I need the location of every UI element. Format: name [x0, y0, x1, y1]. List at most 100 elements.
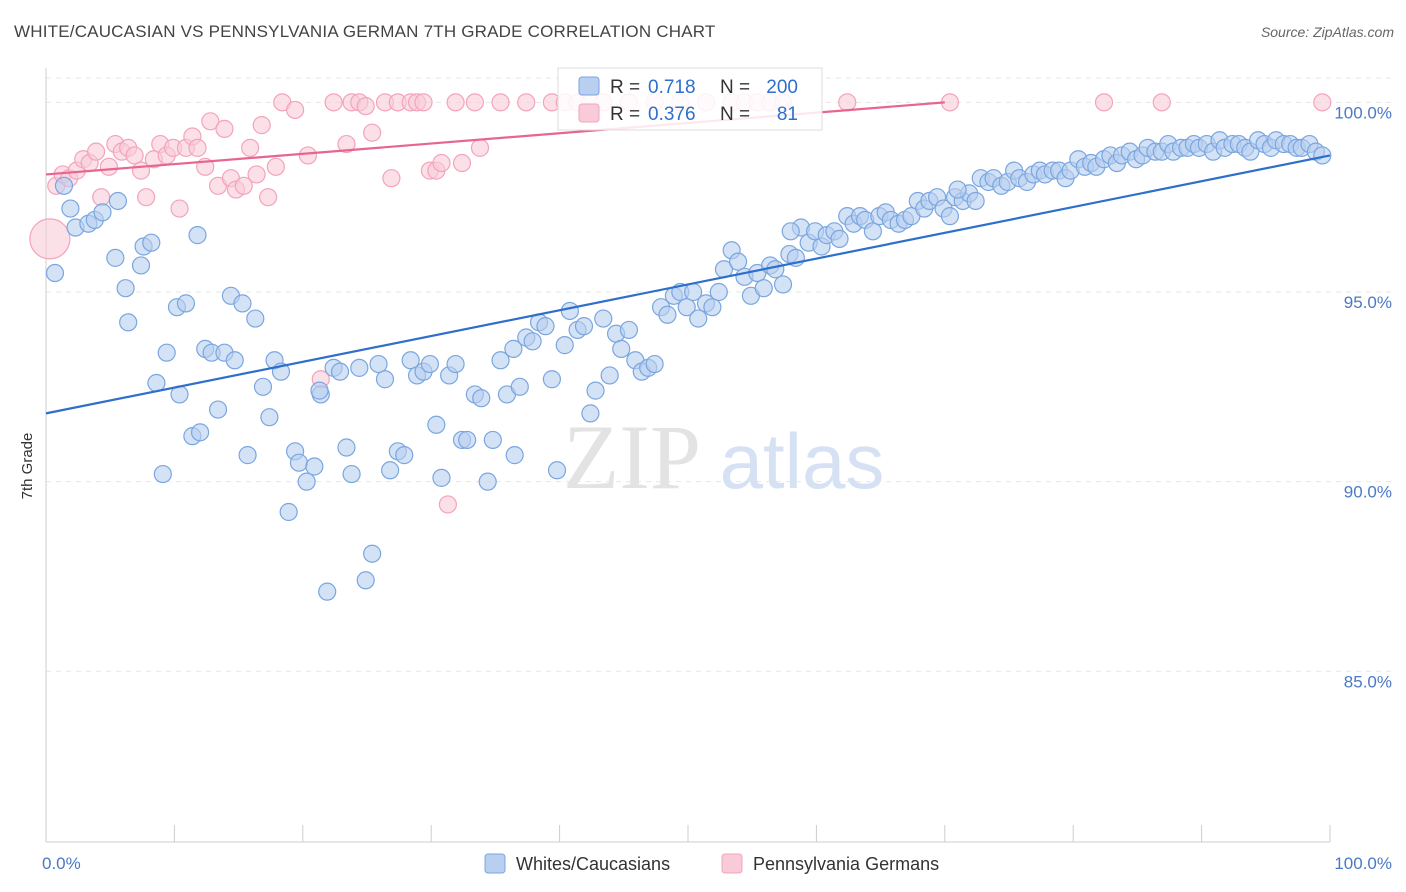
data-point-whites — [420, 354, 440, 374]
data-point-pa-germans — [1152, 93, 1171, 112]
data-point-whites — [45, 263, 65, 283]
data-point-pa-germans — [1094, 93, 1114, 112]
data-point-whites — [342, 464, 361, 484]
watermark: ZIP atlas — [563, 406, 884, 508]
data-point-whites — [432, 468, 451, 487]
data-point-whites — [547, 461, 567, 480]
data-point-pa-germans — [491, 93, 510, 112]
data-point-whites — [863, 222, 882, 241]
y-tick-label: 90.0% — [1344, 483, 1392, 502]
data-point-whites — [966, 191, 985, 211]
x-tick-label: 0.0% — [42, 854, 81, 873]
data-point-whites — [225, 351, 244, 370]
data-point-whites — [594, 309, 613, 328]
data-point-whites — [510, 377, 529, 396]
data-point-whites — [305, 457, 324, 476]
data-point-whites — [208, 400, 228, 419]
y-tick-label: 85.0% — [1344, 672, 1392, 691]
legend-swatch-whites — [484, 853, 506, 874]
data-point-pa-germans — [432, 153, 451, 173]
data-point-whites — [395, 446, 414, 465]
data-point-pa-germans — [266, 157, 285, 176]
data-point-whites — [427, 415, 446, 434]
data-point-whites — [330, 362, 350, 381]
data-point-whites — [246, 309, 265, 328]
data-point-whites — [689, 309, 708, 328]
data-point-whites — [645, 354, 664, 374]
legend-swatch-pa-germans — [721, 853, 743, 874]
stats-box: R = 0.718 N = 200 R = 0.376 N = 81 — [557, 67, 823, 131]
data-point-whites — [542, 370, 561, 389]
data-point-whites — [773, 275, 793, 294]
data-point-pa-germans — [446, 93, 465, 112]
data-point-pa-germans — [252, 116, 271, 135]
grid-lines — [46, 77, 1394, 672]
data-point-whites — [458, 430, 477, 450]
x-tick-label: 100.0% — [1334, 854, 1392, 873]
data-point-whites — [401, 351, 420, 370]
data-point-pa-germans — [382, 169, 401, 188]
data-point-pa-germans — [324, 93, 343, 112]
data-point-pa-germans — [99, 157, 119, 176]
data-point-pa-germans — [414, 93, 433, 112]
stats-n-value-pa-germans: 81 — [777, 104, 798, 125]
data-point-whites — [574, 317, 594, 336]
data-point-whites — [238, 446, 257, 465]
stats-r-value-whites: 0.718 — [648, 77, 696, 98]
data-point-whites — [940, 207, 960, 226]
data-point-whites — [142, 233, 161, 252]
data-point-pa-germans — [438, 495, 457, 514]
data-point-whites — [375, 370, 395, 389]
data-point-whites — [555, 336, 574, 355]
data-point-pa-germans — [201, 112, 220, 131]
data-point-whites — [948, 180, 967, 199]
stats-swatch-pa-germans — [578, 103, 600, 123]
data-point-pa-germans — [241, 138, 260, 157]
data-point-pa-germans — [247, 165, 266, 184]
y-tick-label: 95.0% — [1344, 293, 1392, 312]
x-tick-labels: 0.0% 100.0% — [42, 854, 1392, 873]
data-point-pa-germans — [356, 97, 375, 116]
data-point-pa-germans — [29, 218, 71, 260]
data-point-whites — [677, 298, 696, 317]
stats-n-value-whites: 200 — [766, 77, 798, 98]
data-point-whites — [190, 423, 210, 442]
data-point-whites — [586, 381, 605, 400]
data-point-whites — [253, 377, 273, 396]
data-point-pa-germans — [137, 188, 156, 207]
data-point-whites — [709, 282, 728, 302]
data-point-whites — [363, 544, 382, 563]
data-point-whites — [560, 301, 579, 321]
data-point-whites — [297, 472, 316, 491]
legend-label-whites: Whites/Caucasians — [516, 854, 670, 874]
data-point-whites — [153, 464, 172, 484]
legend-label-pa-germans: Pennsylvania Germans — [753, 854, 939, 874]
data-point-whites — [504, 339, 523, 358]
data-point-whites — [106, 248, 125, 267]
stats-box-frame — [557, 67, 823, 131]
stats-r-value-pa-germans: 0.376 — [648, 104, 696, 125]
axes — [45, 68, 1331, 843]
data-point-whites — [318, 582, 337, 601]
data-point-pa-germans — [125, 146, 144, 165]
data-point-whites — [93, 203, 112, 222]
data-point-whites — [766, 260, 785, 279]
data-point-whites — [491, 351, 510, 370]
data-point-pa-germans — [470, 138, 490, 157]
series-whites-points — [45, 131, 1332, 601]
data-point-whites — [260, 408, 279, 427]
data-point-pa-germans — [838, 93, 857, 112]
data-point-pa-germans — [234, 176, 253, 195]
data-point-whites — [472, 389, 491, 408]
data-point-whites — [728, 252, 748, 271]
data-point-whites — [356, 571, 375, 590]
data-point-whites — [523, 332, 542, 351]
y-tick-labels: 85.0% 90.0% 95.0% 100.0% — [1334, 103, 1392, 691]
data-point-whites — [600, 366, 619, 385]
data-point-whites — [188, 226, 207, 245]
data-point-pa-germans — [337, 134, 356, 154]
data-point-whites — [478, 472, 497, 491]
chart-source: Source: ZipAtlas.com — [1260, 24, 1394, 40]
data-point-whites — [176, 294, 196, 313]
